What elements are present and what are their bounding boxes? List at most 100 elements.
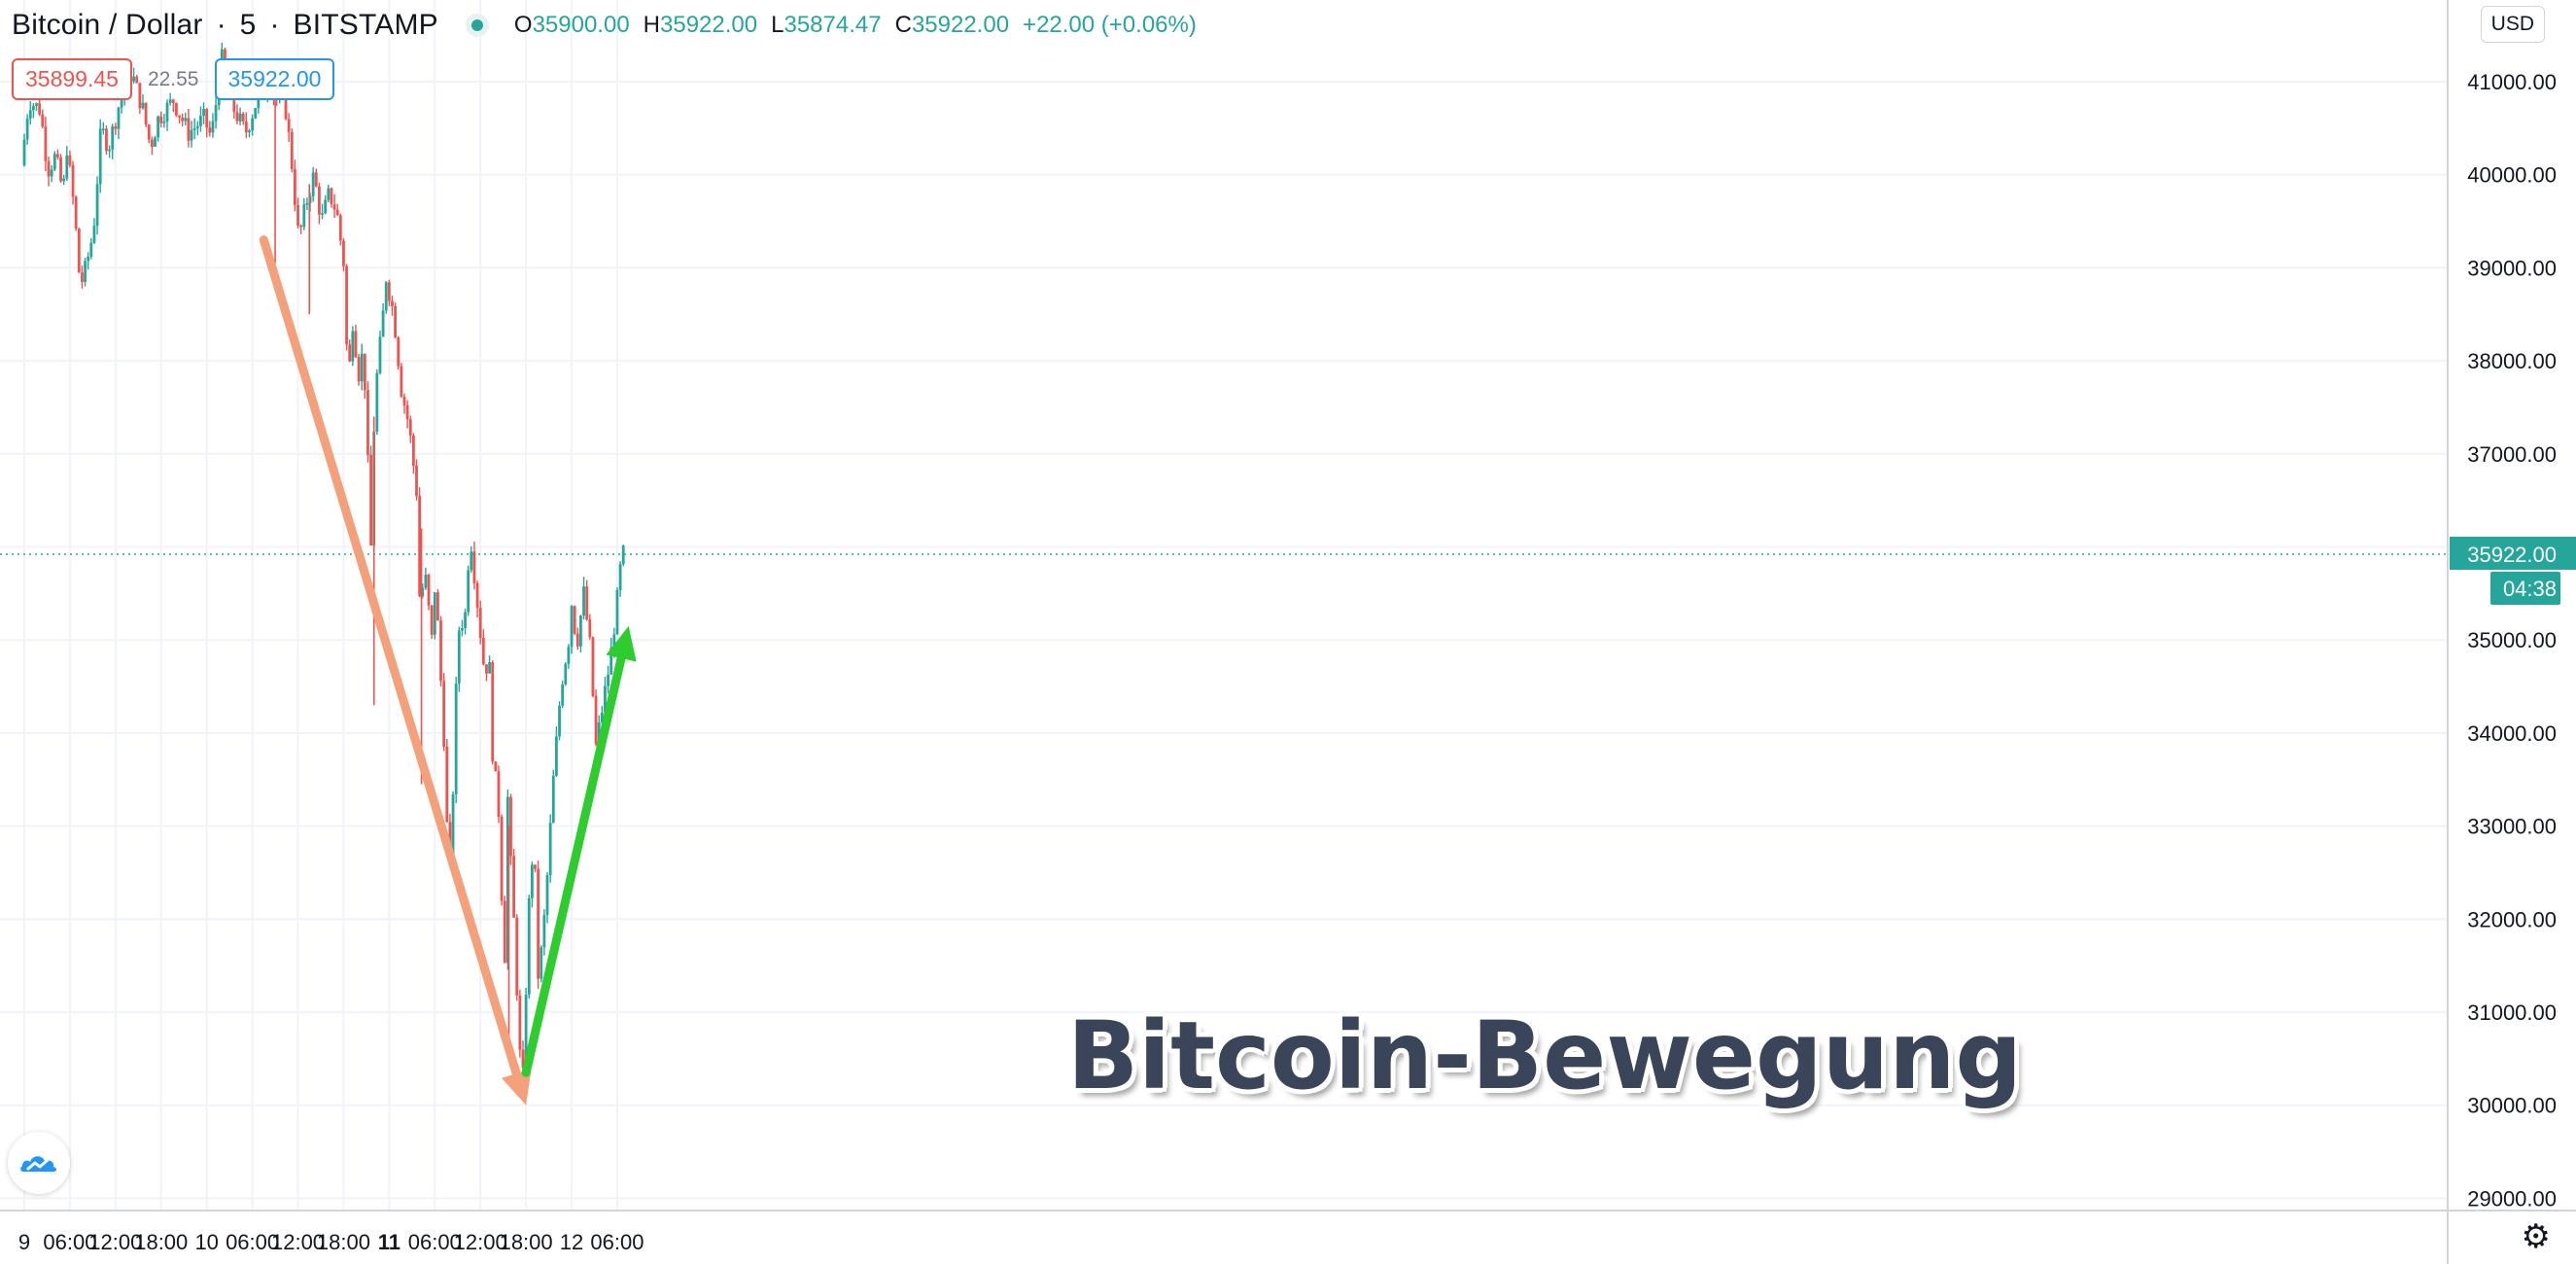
candle-body — [144, 102, 148, 125]
candle-body — [211, 121, 215, 133]
candle-body — [497, 771, 501, 818]
candle-body — [421, 587, 425, 597]
candle-body — [573, 606, 576, 634]
candle-body — [47, 160, 51, 177]
candle-body — [600, 713, 604, 723]
low-label: L — [771, 12, 784, 38]
candle-body — [92, 226, 96, 243]
candle-body — [454, 684, 458, 795]
symbol-name[interactable]: Bitcoin / Dollar — [12, 9, 203, 41]
candle-body — [621, 545, 625, 565]
candle-body — [287, 119, 291, 132]
candle-body — [98, 128, 102, 185]
candle-body — [205, 108, 209, 128]
x-tick-label: 18:00 — [500, 1230, 553, 1254]
x-tick-label: 06:00 — [226, 1230, 279, 1254]
candle-body — [184, 118, 188, 122]
overlay-title: Bitcoin-Bewegung — [1067, 1001, 2023, 1110]
candle-body — [74, 196, 78, 229]
low-value: 35874.47 — [783, 12, 882, 38]
candle-body — [50, 169, 53, 177]
candle-body — [89, 242, 93, 258]
candle-body — [302, 204, 306, 228]
candle-body — [305, 203, 309, 205]
market-status-icon[interactable] — [465, 14, 489, 37]
candle-body — [527, 897, 531, 995]
interval-label[interactable]: 5 — [239, 9, 257, 41]
quote-panel: 35899.45 22.55 35922.00 — [12, 58, 335, 100]
candle-body — [400, 366, 403, 397]
countdown-tag — [2490, 571, 2560, 605]
candle-body — [503, 900, 506, 964]
y-tick-label: 31000.00 — [2467, 1001, 2557, 1025]
candle-body — [591, 637, 595, 696]
y-tick-label: 34000.00 — [2467, 721, 2557, 746]
legend-separator: · — [216, 9, 226, 41]
candle-body — [609, 648, 613, 675]
candle-body — [461, 628, 464, 631]
candle-body — [594, 695, 598, 745]
candle-body — [481, 638, 485, 665]
candle-body — [475, 582, 479, 609]
candle-body — [411, 435, 415, 467]
candle-body — [208, 127, 212, 133]
candle-body — [521, 1049, 525, 1069]
candle-body — [138, 83, 142, 109]
candle-body — [342, 240, 345, 266]
sell-button[interactable]: 35899.45 — [12, 58, 132, 100]
tradingview-cloud-icon[interactable] — [8, 1132, 70, 1194]
candle-body — [257, 92, 261, 109]
candle-body — [31, 105, 35, 111]
gear-icon[interactable]: ⚙ — [2521, 1218, 2551, 1255]
candle-body — [284, 83, 288, 120]
ohlc-values: O 35900.00 H 35922.00 L 35874.47 C 35922.00 … — [514, 12, 1197, 39]
candle-body — [187, 118, 191, 141]
candle-body — [321, 213, 324, 215]
candle-body — [135, 76, 139, 84]
candle-body — [540, 947, 543, 979]
candle-body — [195, 125, 199, 128]
y-tick-label: 39000.00 — [2467, 256, 2557, 280]
candle-body — [415, 466, 418, 497]
candle-body — [375, 372, 379, 433]
high-value: 35922.00 — [660, 12, 758, 38]
last-price-label: 35922.00 — [2467, 543, 2557, 567]
candle-body — [25, 118, 29, 140]
candle-body — [512, 856, 516, 918]
candle-body — [192, 127, 196, 130]
candle-body — [588, 619, 592, 638]
candle-body — [244, 121, 248, 133]
candle-body — [391, 300, 394, 306]
candle-body — [445, 746, 449, 823]
candle-body — [65, 155, 69, 179]
candle-body — [427, 575, 431, 606]
candle-body — [442, 681, 446, 747]
downtrend-arrowhead — [501, 1069, 532, 1106]
candle-body — [171, 99, 175, 104]
candle-body — [615, 589, 619, 635]
candle-body — [111, 126, 115, 150]
candle-body — [62, 178, 66, 182]
candle-body — [394, 305, 398, 338]
candle-body — [248, 130, 251, 133]
candle-body — [530, 864, 534, 898]
candle-body — [491, 662, 495, 762]
y-tick-label: 38000.00 — [2467, 349, 2557, 373]
candle-body — [165, 102, 169, 122]
high-label: H — [643, 12, 661, 38]
candle-body — [430, 605, 434, 635]
candle-body — [439, 620, 442, 682]
candle-body — [397, 337, 400, 367]
candle-body — [564, 663, 568, 685]
candle-body — [485, 664, 488, 674]
candle-body — [505, 796, 509, 964]
candle-body — [537, 868, 540, 979]
candle-body — [108, 149, 111, 152]
candle-body — [582, 586, 585, 616]
candle-body — [545, 874, 549, 916]
candle-body — [433, 592, 436, 635]
currency-button[interactable]: USD — [2480, 6, 2545, 43]
buy-button[interactable]: 35922.00 — [214, 58, 335, 100]
candle-body — [299, 225, 303, 228]
